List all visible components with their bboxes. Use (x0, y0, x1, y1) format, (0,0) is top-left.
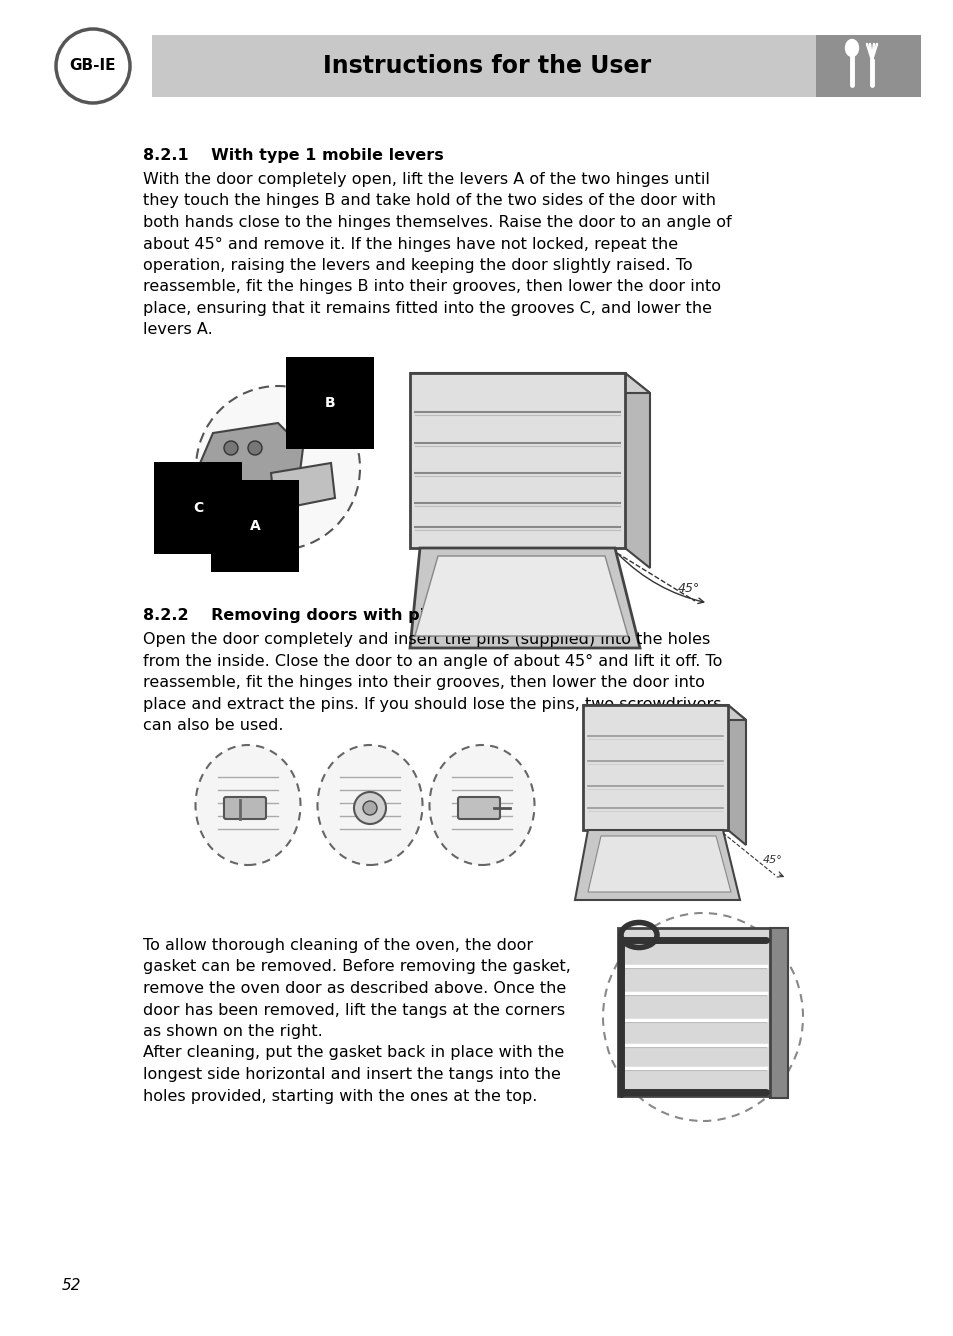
Text: as shown on the right.: as shown on the right. (143, 1023, 322, 1039)
Text: they touch the hinges B and take hold of the two sides of the door with: they touch the hinges B and take hold of… (143, 194, 716, 208)
FancyBboxPatch shape (152, 35, 816, 98)
FancyBboxPatch shape (224, 798, 266, 819)
Text: both hands close to the hinges themselves. Raise the door to an angle of: both hands close to the hinges themselve… (143, 215, 731, 230)
FancyBboxPatch shape (815, 35, 920, 98)
Text: reassemble, fit the hinges B into their grooves, then lower the door into: reassemble, fit the hinges B into their … (143, 279, 720, 294)
Text: 45°: 45° (762, 855, 782, 864)
Text: With the door completely open, lift the levers A of the two hinges until: With the door completely open, lift the … (143, 172, 709, 187)
Text: 8.2.2    Removing doors with pins: 8.2.2 Removing doors with pins (143, 608, 446, 623)
Polygon shape (575, 830, 740, 900)
Text: can also be used.: can also be used. (143, 717, 283, 733)
Text: longest side horizontal and insert the tangs into the: longest side horizontal and insert the t… (143, 1067, 560, 1082)
Text: remove the oven door as described above. Once the: remove the oven door as described above.… (143, 981, 566, 997)
Text: 52: 52 (62, 1279, 81, 1293)
Polygon shape (410, 548, 639, 648)
FancyBboxPatch shape (582, 705, 727, 830)
Ellipse shape (317, 745, 422, 864)
FancyBboxPatch shape (769, 929, 787, 1098)
Polygon shape (727, 705, 745, 844)
Text: operation, raising the levers and keeping the door slightly raised. To: operation, raising the levers and keepin… (143, 258, 692, 273)
Text: levers A.: levers A. (143, 322, 213, 338)
Circle shape (195, 386, 359, 550)
Polygon shape (198, 424, 303, 502)
Text: reassemble, fit the hinges into their grooves, then lower the door into: reassemble, fit the hinges into their gr… (143, 675, 704, 689)
Text: place and extract the pins. If you should lose the pins, two screwdrivers: place and extract the pins. If you shoul… (143, 696, 720, 712)
Text: C: C (193, 501, 203, 514)
Text: about 45° and remove it. If the hinges have not locked, repeat the: about 45° and remove it. If the hinges h… (143, 236, 678, 251)
FancyBboxPatch shape (457, 798, 499, 819)
Polygon shape (271, 464, 335, 510)
Ellipse shape (429, 745, 534, 864)
Text: 8.2.1    With type 1 mobile levers: 8.2.1 With type 1 mobile levers (143, 148, 443, 163)
Text: After cleaning, put the gasket back in place with the: After cleaning, put the gasket back in p… (143, 1046, 563, 1061)
Polygon shape (582, 705, 745, 720)
Circle shape (248, 441, 262, 456)
Text: 45°: 45° (678, 581, 700, 595)
Circle shape (224, 441, 237, 456)
Text: from the inside. Close the door to an angle of about 45° and lift it off. To: from the inside. Close the door to an an… (143, 653, 721, 668)
Polygon shape (415, 556, 627, 636)
Ellipse shape (844, 40, 858, 56)
Text: holes provided, starting with the ones at the top.: holes provided, starting with the ones a… (143, 1089, 537, 1104)
Circle shape (56, 29, 130, 103)
Text: GB-IE: GB-IE (70, 59, 116, 73)
Text: Open the door completely and insert the pins (supplied) into the holes: Open the door completely and insert the … (143, 632, 709, 647)
Text: A: A (250, 518, 260, 533)
Text: Instructions for the User: Instructions for the User (323, 53, 650, 77)
Text: gasket can be removed. Before removing the gasket,: gasket can be removed. Before removing t… (143, 959, 570, 974)
Polygon shape (410, 373, 649, 393)
Text: door has been removed, lift the tangs at the corners: door has been removed, lift the tangs at… (143, 1002, 564, 1018)
FancyBboxPatch shape (618, 929, 769, 1096)
Text: To allow thorough cleaning of the oven, the door: To allow thorough cleaning of the oven, … (143, 938, 533, 953)
Polygon shape (587, 836, 730, 892)
Text: B: B (324, 395, 335, 410)
Text: place, ensuring that it remains fitted into the grooves C, and lower the: place, ensuring that it remains fitted i… (143, 301, 711, 317)
FancyBboxPatch shape (410, 373, 624, 548)
Circle shape (354, 792, 386, 824)
Circle shape (363, 802, 376, 815)
Ellipse shape (195, 745, 300, 864)
Polygon shape (624, 373, 649, 568)
Circle shape (224, 469, 237, 484)
